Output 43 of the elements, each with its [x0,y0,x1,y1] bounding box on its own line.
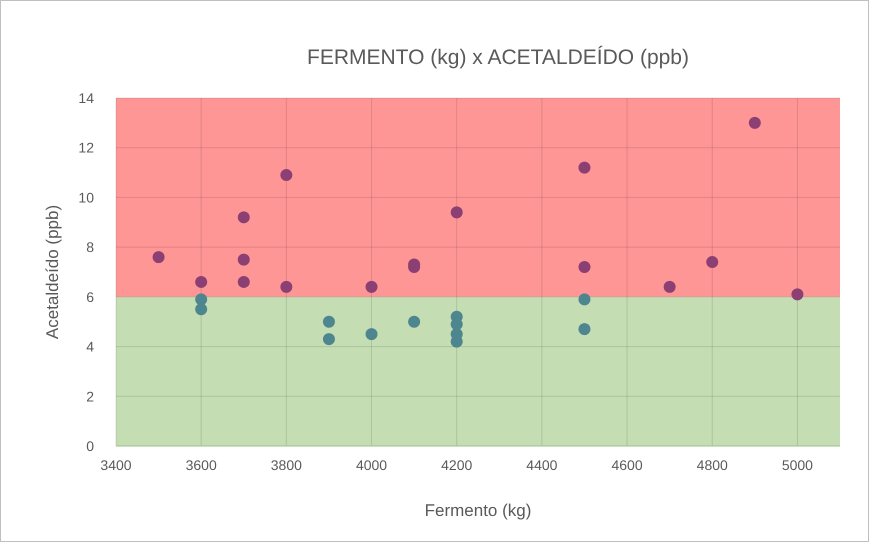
point [280,280,292,293]
x-tick-label: 3600 [186,457,217,473]
y-tick-label: 10 [78,189,94,206]
point [578,162,590,174]
y-tick-label: 8 [86,239,94,256]
point [791,288,804,300]
x-tick-label: 3400 [100,457,132,473]
x-tick-label: 4200 [441,457,472,473]
y-axis-title: Acetaldeído (ppb) [43,204,62,340]
point [450,206,463,218]
y-tick-label: 2 [86,388,94,404]
point [322,316,335,328]
x-tick-label: 3800 [270,457,302,473]
point [195,303,208,316]
point [280,169,292,182]
point [195,276,208,288]
y-tick-label: 14 [78,90,94,106]
point [238,276,250,288]
chart-title: FERMENTO (kg) x ACETALDEÍDO (ppb) [307,45,689,69]
x-tick-label: 4600 [611,457,643,473]
x-tick-label: 4000 [356,457,388,473]
y-tick-label: 0 [86,438,94,454]
point [578,261,590,274]
point [195,293,208,306]
point [322,333,335,346]
point [152,251,165,264]
point [664,280,676,293]
x-axis-title: Fermento (kg) [424,501,532,520]
x-tick-label: 4800 [696,457,728,473]
y-tick-label: 4 [86,338,94,355]
point [238,254,250,266]
point [706,256,718,268]
y-tick-label: 6 [86,288,94,305]
x-tick-label: 5000 [782,457,814,473]
point [578,323,590,336]
y-tick-label: 12 [78,140,94,156]
point [578,293,590,306]
point [238,211,250,224]
x-tick-label: 4400 [526,457,558,473]
point [366,328,378,340]
point [748,116,761,129]
point [366,280,378,293]
point [408,316,420,328]
